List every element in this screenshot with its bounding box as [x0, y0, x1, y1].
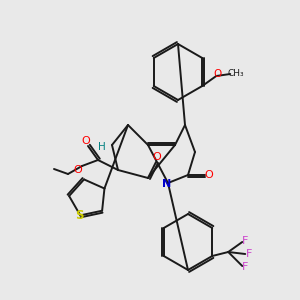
Text: F: F: [242, 236, 248, 246]
Text: O: O: [82, 136, 90, 146]
Text: H: H: [98, 142, 106, 152]
Text: O: O: [74, 165, 82, 175]
Text: CH₃: CH₃: [228, 70, 244, 79]
Text: F: F: [242, 262, 248, 272]
Text: N: N: [162, 179, 172, 189]
Text: O: O: [213, 69, 221, 79]
Text: F: F: [246, 249, 252, 259]
Text: S: S: [75, 209, 83, 222]
Text: O: O: [205, 170, 213, 180]
Text: O: O: [153, 152, 161, 162]
